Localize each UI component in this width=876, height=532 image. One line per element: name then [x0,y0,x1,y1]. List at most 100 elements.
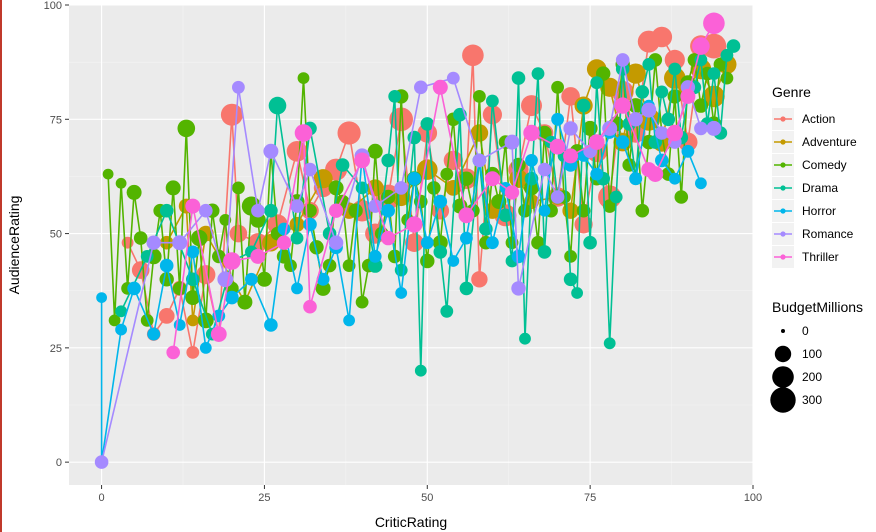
data-point [602,120,618,136]
x-axis-ticks: 0 25 50 75 100 [99,485,762,504]
size-key-0 [772,320,794,342]
data-point [523,124,540,142]
size-label-0: 0 [802,324,809,338]
data-point [551,80,564,94]
data-point [525,154,538,167]
data-point [286,141,308,162]
data-point [537,245,552,259]
data-point [692,37,710,55]
size-label-200: 200 [802,370,822,384]
x-tick-label: 100 [744,492,762,504]
legend-key-horror [772,200,794,222]
data-point [473,90,486,103]
data-point [199,342,212,354]
data-point [519,332,531,345]
data-point [158,308,175,324]
data-point [471,271,488,288]
y-tick-label: 50 [50,229,62,241]
data-point [531,67,545,80]
data-point [355,295,369,309]
legend-key-romance [772,223,794,245]
data-point [407,171,422,186]
size-key-200 [772,366,794,388]
data-point [668,62,682,76]
data-point [146,235,161,250]
legend-label-horror: Horror [802,204,836,218]
data-point [290,199,304,213]
data-point [701,33,727,59]
y-axis-title: AudienceRating [6,196,22,295]
data-point [133,231,148,245]
data-point [576,98,591,113]
data-point [511,71,526,85]
data-point [603,337,616,350]
data-point [354,152,370,169]
data-point [394,181,409,195]
data-point [446,71,460,85]
data-point [322,258,337,273]
data-point [551,112,564,126]
series-line-horror [100,104,702,463]
budget-legend: BudgetMillions 0 100 200 300 [770,299,863,413]
data-point [726,39,741,53]
data-point [303,162,317,177]
data-point [284,259,297,272]
data-point [388,90,402,103]
data-point [126,184,142,200]
data-point [309,240,324,255]
data-point [186,346,200,359]
data-point [511,281,526,296]
data-point [680,88,696,104]
data-point [440,167,454,181]
data-point [108,314,121,327]
data-point [661,112,676,127]
data-point [199,203,213,218]
legend-label-comedy: Comedy [802,158,847,172]
data-point [294,124,313,142]
data-point [486,236,499,250]
data-point [256,271,272,287]
legend-label-thriller: Thriller [802,250,839,264]
data-point [343,314,355,327]
y-tick-label: 0 [56,457,62,469]
data-point [563,272,578,287]
y-tick-label: 75 [50,114,62,126]
data-point [588,134,605,151]
data-point [217,271,234,288]
data-point [328,180,344,196]
data-point [337,121,361,145]
data-point [289,216,305,232]
legend-key-point [780,208,786,214]
data-point [210,326,227,342]
data-point [303,299,317,314]
data-point [315,280,331,296]
data-point [335,158,350,172]
data-point [96,292,107,303]
data-point [420,117,435,131]
data-point [706,120,722,136]
data-point [277,222,291,236]
data-point [405,233,424,252]
data-point [582,120,598,136]
data-point [460,231,473,245]
data-point [220,103,243,126]
genre-legend-title: Genre [772,84,811,100]
data-point [225,290,239,305]
data-point [720,71,734,85]
data-point [694,121,708,136]
data-point [395,287,408,299]
data-point [470,124,489,142]
data-point [268,96,287,115]
data-point [316,272,330,286]
legend-key-adventure [772,131,794,153]
size-key-circle [772,366,794,388]
legend-label-romance: Romance [802,227,854,241]
data-point [666,124,683,142]
data-point [368,250,382,263]
data-point [571,287,583,299]
data-point [229,224,248,243]
data-point [263,143,279,159]
data-point [303,217,317,232]
